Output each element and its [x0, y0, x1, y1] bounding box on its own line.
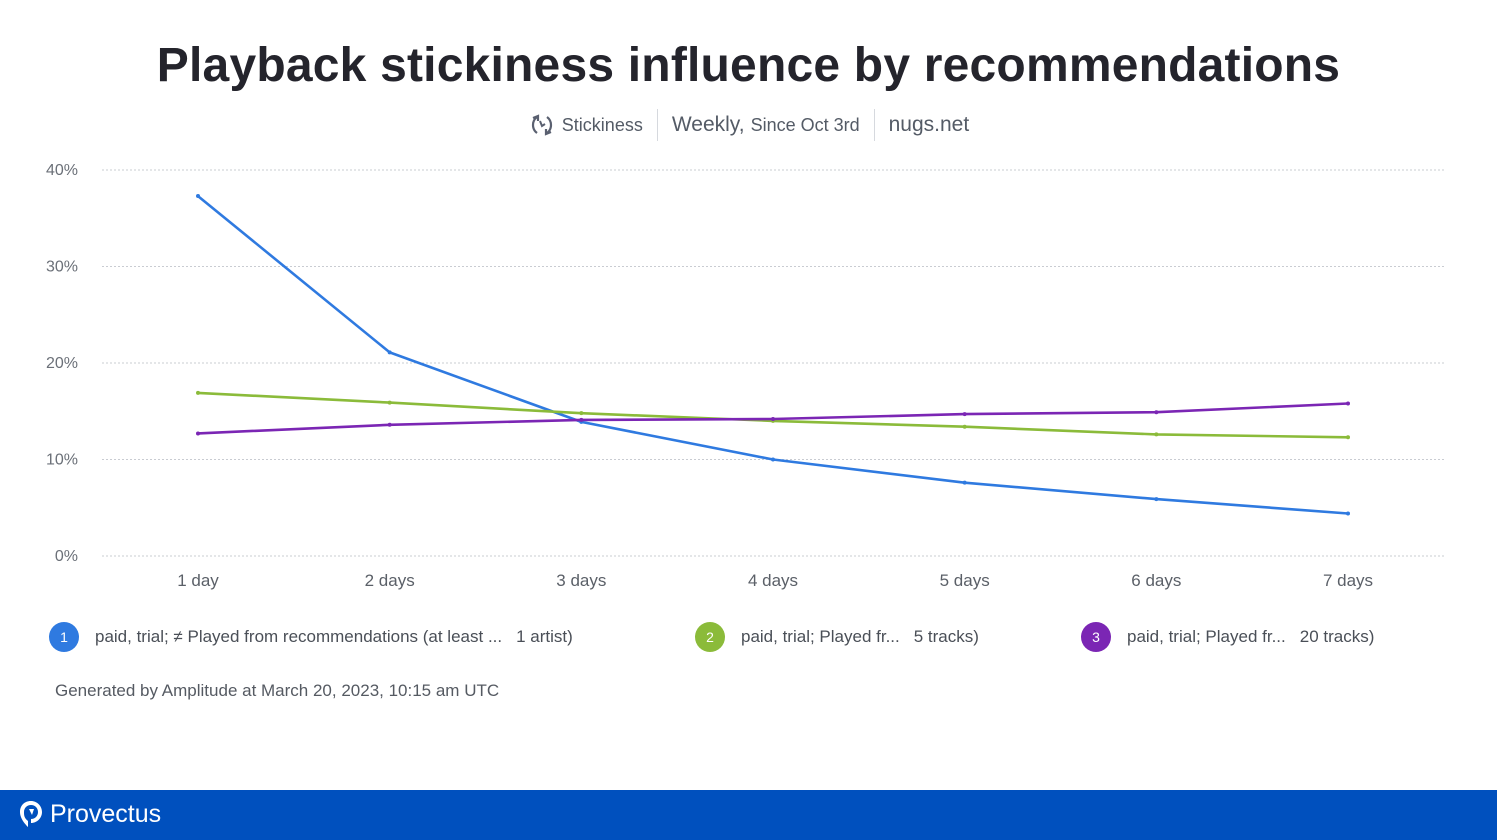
x-tick-label: 4 days: [748, 571, 798, 590]
series-line-2[interactable]: [197, 391, 1349, 439]
metric-selector[interactable]: Stickiness: [514, 109, 657, 141]
project-selector[interactable]: nugs.net: [875, 109, 984, 141]
data-point-3[interactable]: [771, 416, 775, 421]
provectus-logo-icon: [20, 801, 42, 827]
data-point-3[interactable]: [387, 422, 392, 427]
line-chart: 0% 10% 20% 30% 40% 1 day 2 days 3 days 4 days 5 d…: [46, 162, 1445, 590]
data-point-2[interactable]: [387, 400, 392, 405]
y-tick-label: 10%: [46, 452, 78, 469]
x-tick-label: 1 day: [177, 571, 219, 590]
data-point-3[interactable]: [196, 431, 200, 436]
x-tick-label: 7 days: [1323, 571, 1373, 590]
legend-label-1: paid, trial; ≠ Played from recommendatio…: [95, 627, 503, 646]
legend-item-2[interactable]: 2 paid, trial; Played fr... 5 tracks): [695, 622, 979, 652]
chart-subtitle: Stickiness Weekly, Since Oct 3rd nugs.ne…: [0, 108, 1497, 142]
project-label: nugs.net: [888, 113, 970, 136]
legend-label-3-suffix: 20 tracks): [1299, 627, 1375, 646]
legend-marker-2: 2: [695, 622, 725, 652]
data-point-3[interactable]: [1154, 410, 1159, 415]
y-tick-label: 20%: [46, 355, 78, 372]
since-label: Since Oct 3rd: [750, 114, 860, 135]
y-tick-label: 0%: [55, 548, 78, 565]
divider: [656, 109, 658, 141]
period-label: Weekly,: [671, 113, 745, 136]
data-point-2[interactable]: [1154, 432, 1159, 437]
legend-item-1[interactable]: 1 paid, trial; ≠ Played from recommendat…: [49, 622, 573, 652]
x-tick-label: 3 days: [556, 571, 606, 590]
x-tick-label: 6 days: [1131, 571, 1181, 590]
data-point-3[interactable]: [1346, 401, 1350, 406]
legend-label-2: paid, trial; Played fr...: [741, 627, 900, 646]
data-point-2[interactable]: [579, 411, 584, 416]
data-point-1[interactable]: [1154, 497, 1159, 502]
chart-legend: 1 paid, trial; ≠ Played from recommendat…: [0, 622, 1497, 654]
legend-marker-3: 3: [1081, 622, 1111, 652]
divider: [873, 109, 875, 141]
series-line-1[interactable]: [197, 195, 1349, 515]
y-tick-label: 30%: [46, 259, 78, 276]
stickiness-icon: [531, 114, 552, 136]
data-point-3[interactable]: [962, 412, 967, 417]
y-tick-label: 40%: [46, 162, 78, 179]
data-point-1[interactable]: [387, 350, 392, 355]
brand-logo: Provectus: [18, 799, 161, 829]
legend-label-3: paid, trial; Played fr...: [1127, 627, 1286, 646]
legend-label-2-suffix: 5 tracks): [913, 627, 979, 646]
data-point-1[interactable]: [771, 457, 775, 462]
chart-title: Playback stickiness influence by recomme…: [156, 39, 1341, 92]
data-point-3[interactable]: [579, 417, 584, 422]
legend-label-1-suffix: 1 artist): [516, 627, 573, 646]
x-tick-label: 5 days: [940, 571, 990, 590]
data-point-2[interactable]: [1346, 435, 1350, 440]
x-tick-label: 2 days: [365, 571, 415, 590]
data-point-1[interactable]: [1346, 511, 1350, 516]
data-point-2[interactable]: [196, 390, 200, 395]
generated-note: Generated by Amplitude at March 20, 2023…: [55, 681, 500, 700]
data-point-1[interactable]: [196, 194, 200, 199]
footer-bar: Provectus: [0, 790, 1497, 840]
period-selector[interactable]: Weekly, Since Oct 3rd: [658, 109, 874, 141]
metric-label: Stickiness: [561, 114, 643, 135]
data-point-2[interactable]: [962, 424, 967, 429]
legend-item-3[interactable]: 3 paid, trial; Played fr... 20 tracks): [1081, 622, 1374, 652]
legend-marker-1: 1: [49, 622, 79, 652]
brand-name: Provectus: [50, 799, 162, 828]
data-point-1[interactable]: [962, 480, 967, 485]
